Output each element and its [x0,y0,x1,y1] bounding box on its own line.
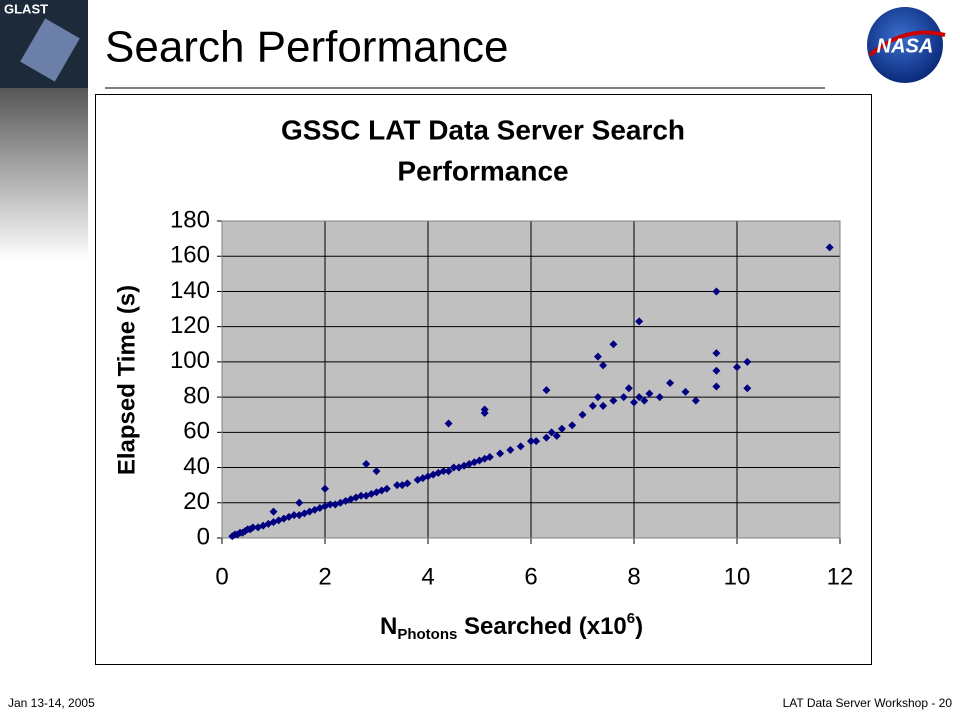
point [444,467,453,476]
logo-right-text: NASA [877,35,934,57]
point [403,479,412,488]
logo-right [867,7,943,83]
point [593,352,602,361]
x-label-part: 6 [627,610,635,627]
point [290,511,299,520]
point [444,419,453,428]
point [655,393,664,402]
point [743,357,752,366]
point [712,366,721,375]
chart-title: Performance [397,155,568,186]
x-tick-label: 2 [318,563,331,590]
point [666,379,675,388]
point [578,410,587,419]
point [449,463,458,472]
point [691,396,700,405]
y-tick-label: 40 [183,453,210,480]
point [825,243,834,252]
point [506,445,515,454]
point [496,449,505,458]
point [557,424,566,433]
point [542,433,551,442]
point [527,437,535,446]
point [645,389,654,398]
point [635,393,644,402]
footer-right: LAT Data Server Workshop - 20 [783,696,953,710]
y-tick-label: 60 [183,418,210,445]
point [248,523,257,532]
point [372,467,381,476]
point [733,363,741,372]
point [326,500,335,509]
y-tick-label: 100 [170,347,210,374]
point [630,398,638,407]
point [480,408,489,417]
point [295,511,304,520]
point [382,484,391,493]
x-tick-label: 12 [827,563,854,590]
logo-satellite [20,18,80,82]
x-label-part: Searched (x10 [457,613,626,640]
point [532,437,541,446]
x-axis-label: NPhotons Searched (x106) [380,610,643,643]
y-axis-label: Elapsed Time (s) [113,285,140,475]
y-tick-label: 140 [170,277,210,304]
point [712,382,721,391]
y-tick-label: 120 [170,312,210,339]
point [357,491,366,500]
point [547,428,556,437]
chart-title: GSSC LAT Data Server Search [281,114,685,145]
point [624,384,633,393]
point [619,393,628,402]
point [609,340,618,349]
point [321,484,329,493]
point [712,287,721,296]
logo-left-text: GLAST [4,1,48,16]
y-tick-label: 160 [170,242,210,269]
y-tick-label: 80 [183,382,210,409]
x-label-part: ) [635,613,643,640]
point [635,317,644,326]
x-tick-label: 8 [627,563,640,590]
point [552,431,561,440]
point [516,442,525,451]
point [681,387,690,396]
point [599,361,608,370]
y-tick-label: 0 [197,523,210,550]
x-tick-label: 10 [724,563,751,590]
point [362,460,371,469]
point [599,401,608,410]
y-tick-label: 180 [170,206,210,233]
x-label-part: Photons [397,626,457,643]
x-tick-label: 0 [215,563,228,590]
point [269,507,278,516]
point [393,481,402,490]
y-tick-label: 20 [183,488,210,515]
point [485,452,494,461]
x-label-part: N [380,613,397,640]
point [743,384,752,393]
x-tick-label: 6 [524,563,537,590]
point [542,386,551,395]
point [295,498,304,507]
point [568,421,577,430]
point [640,396,649,405]
point [712,349,721,358]
slide-title: Search Performance [105,23,509,72]
point [593,393,602,402]
point [588,401,597,410]
plot-border [221,220,841,539]
logo-swoosh [868,30,946,57]
point [609,396,618,405]
x-tick-label: 4 [421,563,434,590]
footer-left: Jan 13-14, 2005 [8,696,95,710]
point [439,467,448,476]
